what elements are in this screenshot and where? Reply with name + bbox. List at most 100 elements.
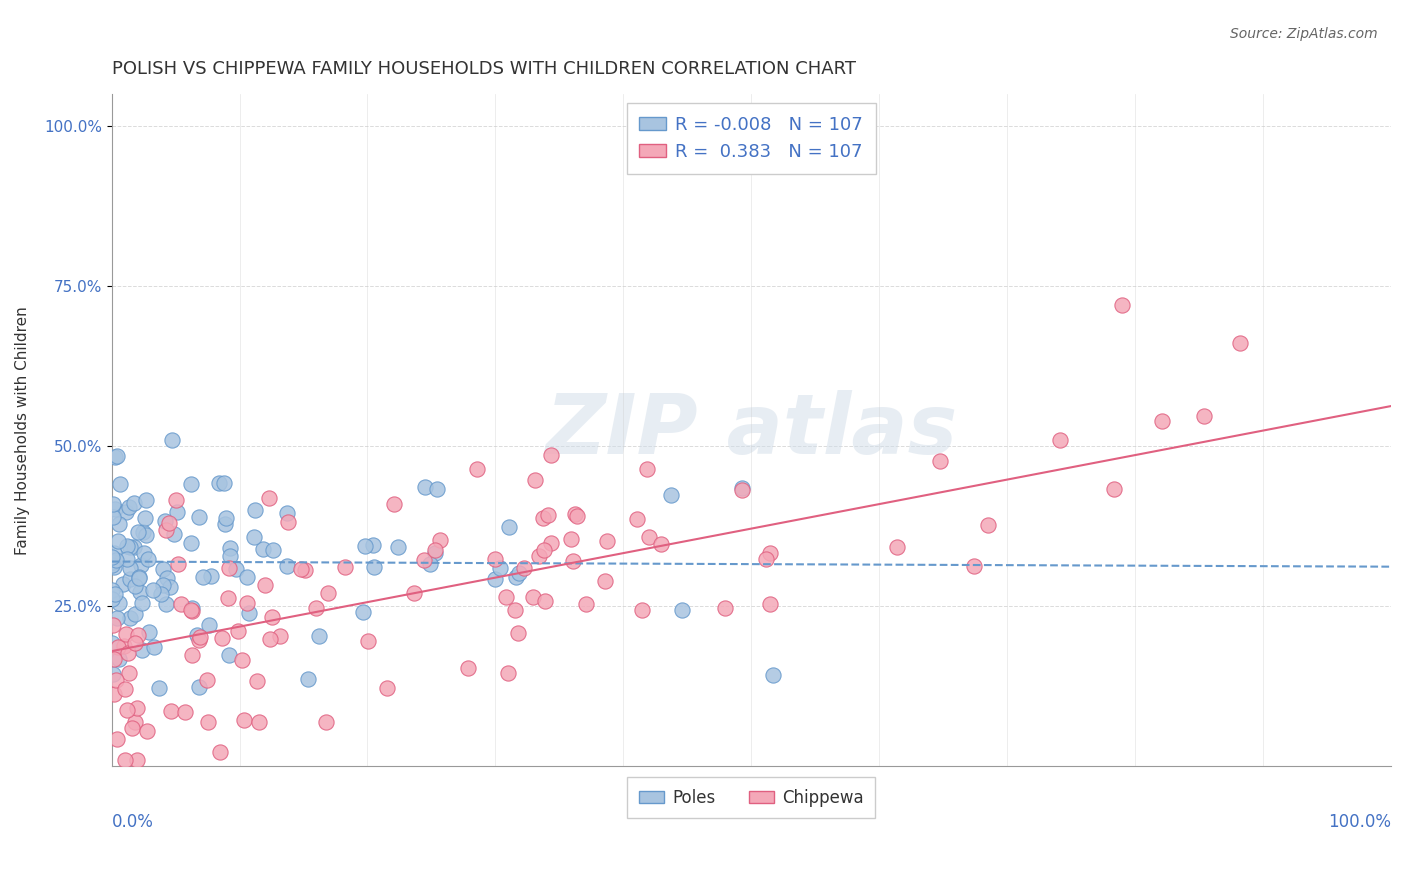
Point	[104, 553, 127, 567]
Point	[361, 538, 384, 552]
Point	[242, 530, 264, 544]
Point	[127, 701, 149, 715]
Point	[103, 652, 125, 666]
Point	[402, 586, 425, 600]
Point	[484, 551, 506, 566]
Point	[120, 572, 142, 586]
Point	[198, 617, 221, 632]
Point	[262, 610, 284, 624]
Point	[114, 753, 136, 767]
Point	[308, 629, 330, 643]
Point	[101, 583, 124, 598]
Point	[218, 561, 240, 575]
Point	[252, 541, 274, 556]
Point	[352, 605, 374, 619]
Point	[929, 454, 952, 468]
Point	[138, 624, 160, 639]
Point	[103, 546, 125, 560]
Point	[122, 495, 145, 509]
Point	[495, 591, 517, 605]
Point	[503, 602, 526, 616]
Point	[565, 509, 588, 524]
Point	[754, 552, 776, 566]
Point	[276, 506, 298, 520]
Point	[156, 571, 179, 585]
Point	[134, 511, 156, 525]
Point	[562, 553, 585, 567]
Point	[101, 555, 124, 569]
Point	[124, 540, 146, 554]
Point	[247, 714, 270, 729]
Point	[142, 582, 165, 597]
Point	[128, 585, 150, 599]
Point	[188, 681, 211, 695]
Point	[426, 482, 449, 496]
Point	[155, 523, 177, 537]
Point	[200, 569, 222, 583]
Point	[423, 543, 446, 558]
Point	[195, 673, 218, 687]
Point	[124, 607, 146, 621]
Point	[354, 539, 377, 553]
Point	[166, 505, 188, 519]
Point	[564, 508, 586, 522]
Point	[135, 493, 157, 508]
Point	[107, 533, 129, 548]
Text: POLISH VS CHIPPEWA FAMILY HOUSEHOLDS WITH CHILDREN CORRELATION CHART: POLISH VS CHIPPEWA FAMILY HOUSEHOLDS WIT…	[111, 60, 856, 78]
Point	[159, 580, 181, 594]
Point	[107, 640, 129, 655]
Point	[638, 530, 661, 544]
Point	[152, 577, 174, 591]
Point	[112, 639, 135, 653]
Point	[505, 570, 527, 584]
Point	[124, 715, 146, 730]
Point	[269, 629, 291, 643]
Point	[560, 532, 582, 546]
Point	[100, 558, 122, 573]
Point	[219, 541, 242, 555]
Point	[1229, 336, 1251, 351]
Point	[465, 461, 488, 475]
Point	[318, 586, 340, 600]
Point	[105, 731, 128, 746]
Point	[254, 578, 277, 592]
Point	[363, 560, 385, 574]
Point	[762, 668, 785, 682]
Point	[136, 724, 159, 739]
Point	[101, 497, 124, 511]
Point	[506, 626, 529, 640]
Point	[382, 497, 405, 511]
Point	[127, 524, 149, 539]
Point	[101, 618, 124, 632]
Point	[148, 681, 170, 695]
Point	[167, 557, 190, 571]
Point	[259, 491, 281, 506]
Point	[671, 603, 693, 617]
Point	[231, 653, 253, 667]
Point	[115, 627, 138, 641]
Point	[163, 527, 186, 541]
Point	[129, 558, 152, 572]
Point	[127, 753, 149, 767]
Point	[419, 557, 441, 571]
Point	[297, 672, 319, 686]
Point	[488, 561, 510, 575]
Point	[108, 652, 131, 666]
Point	[534, 593, 557, 607]
Point	[387, 540, 409, 554]
Point	[180, 536, 202, 550]
Point	[121, 721, 143, 735]
Point	[128, 571, 150, 585]
Point	[886, 541, 908, 555]
Point	[259, 632, 281, 647]
Text: 0.0%: 0.0%	[111, 814, 153, 831]
Point	[104, 501, 127, 516]
Point	[124, 635, 146, 649]
Point	[118, 666, 141, 681]
Point	[180, 603, 202, 617]
Point	[108, 596, 131, 610]
Point	[595, 534, 617, 549]
Point	[977, 517, 1000, 532]
Point	[108, 477, 131, 491]
Point	[191, 570, 214, 584]
